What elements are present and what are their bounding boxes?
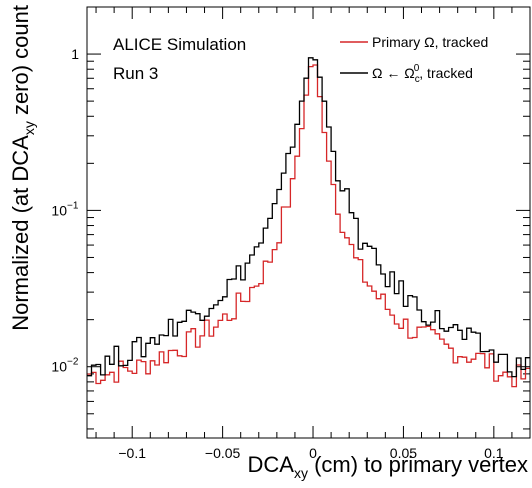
x-tick-label: 0: [309, 445, 317, 461]
alice-label: ALICE Simulation: [113, 35, 246, 54]
x-tick-label: −0.1: [118, 445, 146, 461]
y-tick-labels: 10 −210 −11: [51, 46, 79, 375]
series-line-omegac: [87, 57, 530, 378]
x-ticks: [95, 7, 531, 438]
x-tick-label: −0.05: [205, 445, 241, 461]
y-tick-label-exponent: −2: [67, 357, 79, 368]
y-tick-label: 10: [51, 359, 67, 375]
legend-label-omegac: Ω ← Ωc0, tracked: [372, 63, 473, 85]
y-tick-label: 1: [71, 46, 79, 62]
plot-frame: [86, 6, 531, 439]
run-label: Run 3: [113, 64, 158, 83]
series-layer: [87, 57, 530, 388]
x-axis-title: DCAxy (cm) to primary vertex: [248, 452, 528, 481]
x-tick-label: 0.05: [390, 445, 417, 461]
y-tick-label-exponent: −1: [67, 200, 79, 211]
x-tick-label: 0.1: [484, 445, 504, 461]
x-tick-labels: −0.1 −0.05 0 0.05 0.1: [118, 445, 503, 461]
legend: Primary Ω, tracked Ω ← Ωc0, tracked: [340, 34, 488, 85]
legend-label-primary: Primary Ω, tracked: [372, 34, 488, 50]
y-tick-label: 10: [51, 202, 67, 218]
y-axis-title: Normalized (at DCAxy zero) count: [8, 5, 37, 331]
